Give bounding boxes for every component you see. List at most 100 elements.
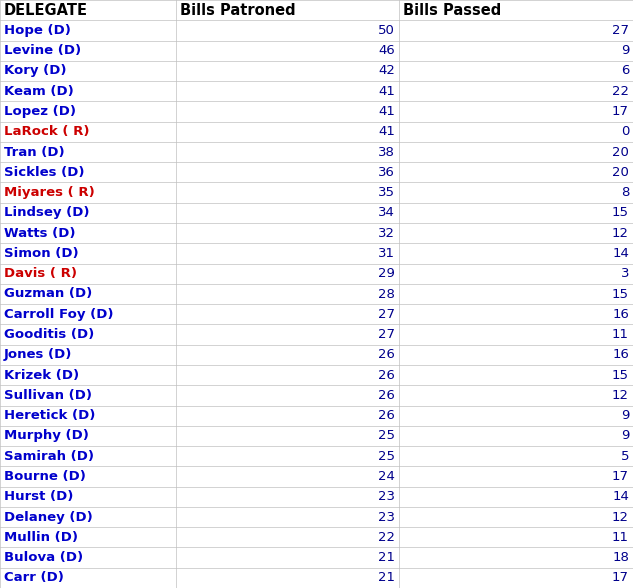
Text: 36: 36 xyxy=(378,166,395,179)
Text: Davis ( R): Davis ( R) xyxy=(4,267,77,280)
Bar xyxy=(399,284,633,304)
Bar xyxy=(0,101,176,122)
Bar xyxy=(399,547,633,568)
Bar xyxy=(399,81,633,101)
Bar xyxy=(0,203,176,223)
Text: 6: 6 xyxy=(620,65,629,78)
Text: 41: 41 xyxy=(378,85,395,98)
Text: 27: 27 xyxy=(378,328,395,341)
Text: 25: 25 xyxy=(378,429,395,442)
Bar xyxy=(0,243,176,263)
Bar xyxy=(0,426,176,446)
Text: 15: 15 xyxy=(612,206,629,219)
Text: 3: 3 xyxy=(620,267,629,280)
Text: 14: 14 xyxy=(612,247,629,260)
Bar xyxy=(0,527,176,547)
Text: 34: 34 xyxy=(378,206,395,219)
Bar xyxy=(0,263,176,284)
Bar xyxy=(0,507,176,527)
Text: 9: 9 xyxy=(620,44,629,57)
Bar xyxy=(0,568,176,588)
Bar xyxy=(399,568,633,588)
Text: 32: 32 xyxy=(378,226,395,240)
Bar xyxy=(399,406,633,426)
Bar xyxy=(0,20,176,41)
Text: Gooditis (D): Gooditis (D) xyxy=(4,328,94,341)
Text: 17: 17 xyxy=(612,572,629,584)
Text: Hurst (D): Hurst (D) xyxy=(4,490,73,503)
Bar xyxy=(176,0,399,20)
Bar xyxy=(399,385,633,406)
Bar xyxy=(399,365,633,385)
Text: 12: 12 xyxy=(612,226,629,240)
Bar xyxy=(176,182,399,203)
Text: Mullin (D): Mullin (D) xyxy=(4,531,78,544)
Bar xyxy=(399,101,633,122)
Bar xyxy=(176,568,399,588)
Text: 28: 28 xyxy=(378,288,395,300)
Bar xyxy=(399,325,633,345)
Bar xyxy=(399,162,633,182)
Text: 20: 20 xyxy=(612,166,629,179)
Bar xyxy=(0,182,176,203)
Text: 0: 0 xyxy=(620,125,629,138)
Bar xyxy=(399,426,633,446)
Text: 23: 23 xyxy=(378,510,395,523)
Text: Krizek (D): Krizek (D) xyxy=(4,369,79,382)
Text: Bourne (D): Bourne (D) xyxy=(4,470,86,483)
Bar xyxy=(0,385,176,406)
Text: Carroll Foy (D): Carroll Foy (D) xyxy=(4,308,113,321)
Bar xyxy=(0,304,176,325)
Text: Lopez (D): Lopez (D) xyxy=(4,105,76,118)
Bar xyxy=(176,487,399,507)
Bar xyxy=(399,487,633,507)
Text: 27: 27 xyxy=(378,308,395,321)
Text: 35: 35 xyxy=(378,186,395,199)
Text: 42: 42 xyxy=(378,65,395,78)
Text: Bills Passed: Bills Passed xyxy=(403,2,501,18)
Text: Delaney (D): Delaney (D) xyxy=(4,510,93,523)
Text: Simon (D): Simon (D) xyxy=(4,247,78,260)
Bar xyxy=(399,203,633,223)
Bar xyxy=(399,182,633,203)
Text: 12: 12 xyxy=(612,510,629,523)
Text: 41: 41 xyxy=(378,105,395,118)
Text: 14: 14 xyxy=(612,490,629,503)
Bar xyxy=(399,345,633,365)
Bar xyxy=(399,527,633,547)
Text: 24: 24 xyxy=(378,470,395,483)
Bar xyxy=(176,325,399,345)
Bar xyxy=(176,203,399,223)
Bar xyxy=(399,466,633,487)
Bar xyxy=(0,446,176,466)
Bar xyxy=(176,284,399,304)
Text: 15: 15 xyxy=(612,288,629,300)
Text: 26: 26 xyxy=(378,409,395,422)
Text: 8: 8 xyxy=(620,186,629,199)
Bar xyxy=(176,41,399,61)
Text: 9: 9 xyxy=(620,409,629,422)
Bar xyxy=(176,263,399,284)
Text: 22: 22 xyxy=(612,85,629,98)
Text: 17: 17 xyxy=(612,470,629,483)
Text: 9: 9 xyxy=(620,429,629,442)
Bar xyxy=(399,223,633,243)
Text: Kory (D): Kory (D) xyxy=(4,65,66,78)
Bar xyxy=(0,345,176,365)
Text: Sickles (D): Sickles (D) xyxy=(4,166,84,179)
Text: DELEGATE: DELEGATE xyxy=(4,2,88,18)
Text: 29: 29 xyxy=(378,267,395,280)
Text: 11: 11 xyxy=(612,328,629,341)
Text: 12: 12 xyxy=(612,389,629,402)
Bar xyxy=(176,426,399,446)
Text: 25: 25 xyxy=(378,450,395,463)
Text: Levine (D): Levine (D) xyxy=(4,44,81,57)
Text: Heretick (D): Heretick (D) xyxy=(4,409,96,422)
Bar xyxy=(399,142,633,162)
Bar xyxy=(0,81,176,101)
Bar xyxy=(0,41,176,61)
Bar xyxy=(0,466,176,487)
Text: Miyares ( R): Miyares ( R) xyxy=(4,186,95,199)
Text: 11: 11 xyxy=(612,531,629,544)
Text: Samirah (D): Samirah (D) xyxy=(4,450,94,463)
